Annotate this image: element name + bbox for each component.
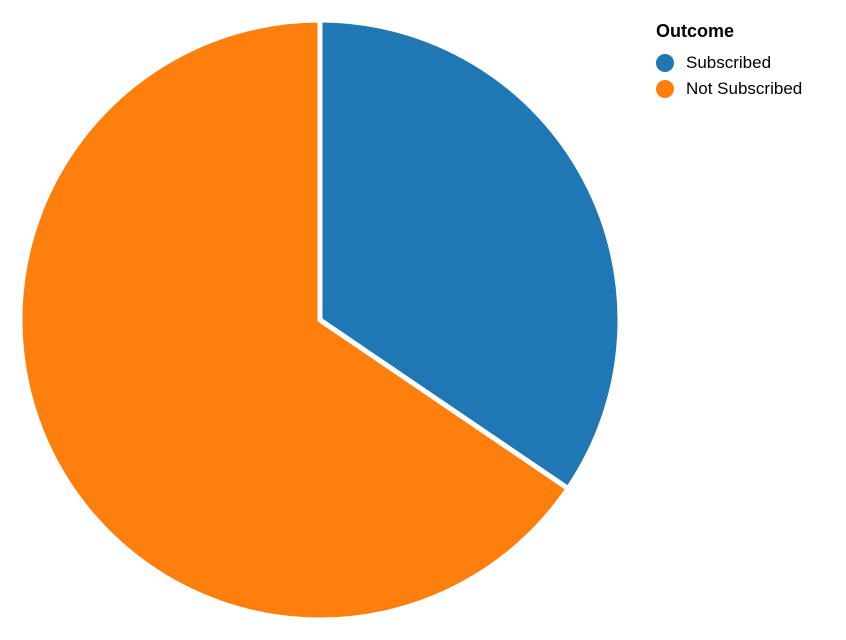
legend-label-not-subscribed: Not Subscribed bbox=[686, 79, 803, 98]
legend: Outcome Subscribed Not Subscribed bbox=[656, 20, 802, 102]
legend-swatch-not-subscribed bbox=[656, 80, 674, 98]
legend-label-subscribed: Subscribed bbox=[686, 53, 772, 72]
legend-title: Outcome bbox=[656, 21, 735, 41]
pie-slice-not-subscribed bbox=[17, 17, 571, 623]
pie-slice-subscribed bbox=[317, 17, 623, 492]
legend-swatch-subscribed bbox=[656, 54, 674, 72]
legend-item-subscribed: Subscribed bbox=[656, 50, 802, 76]
legend-item-not-subscribed: Not Subscribed bbox=[656, 76, 802, 102]
